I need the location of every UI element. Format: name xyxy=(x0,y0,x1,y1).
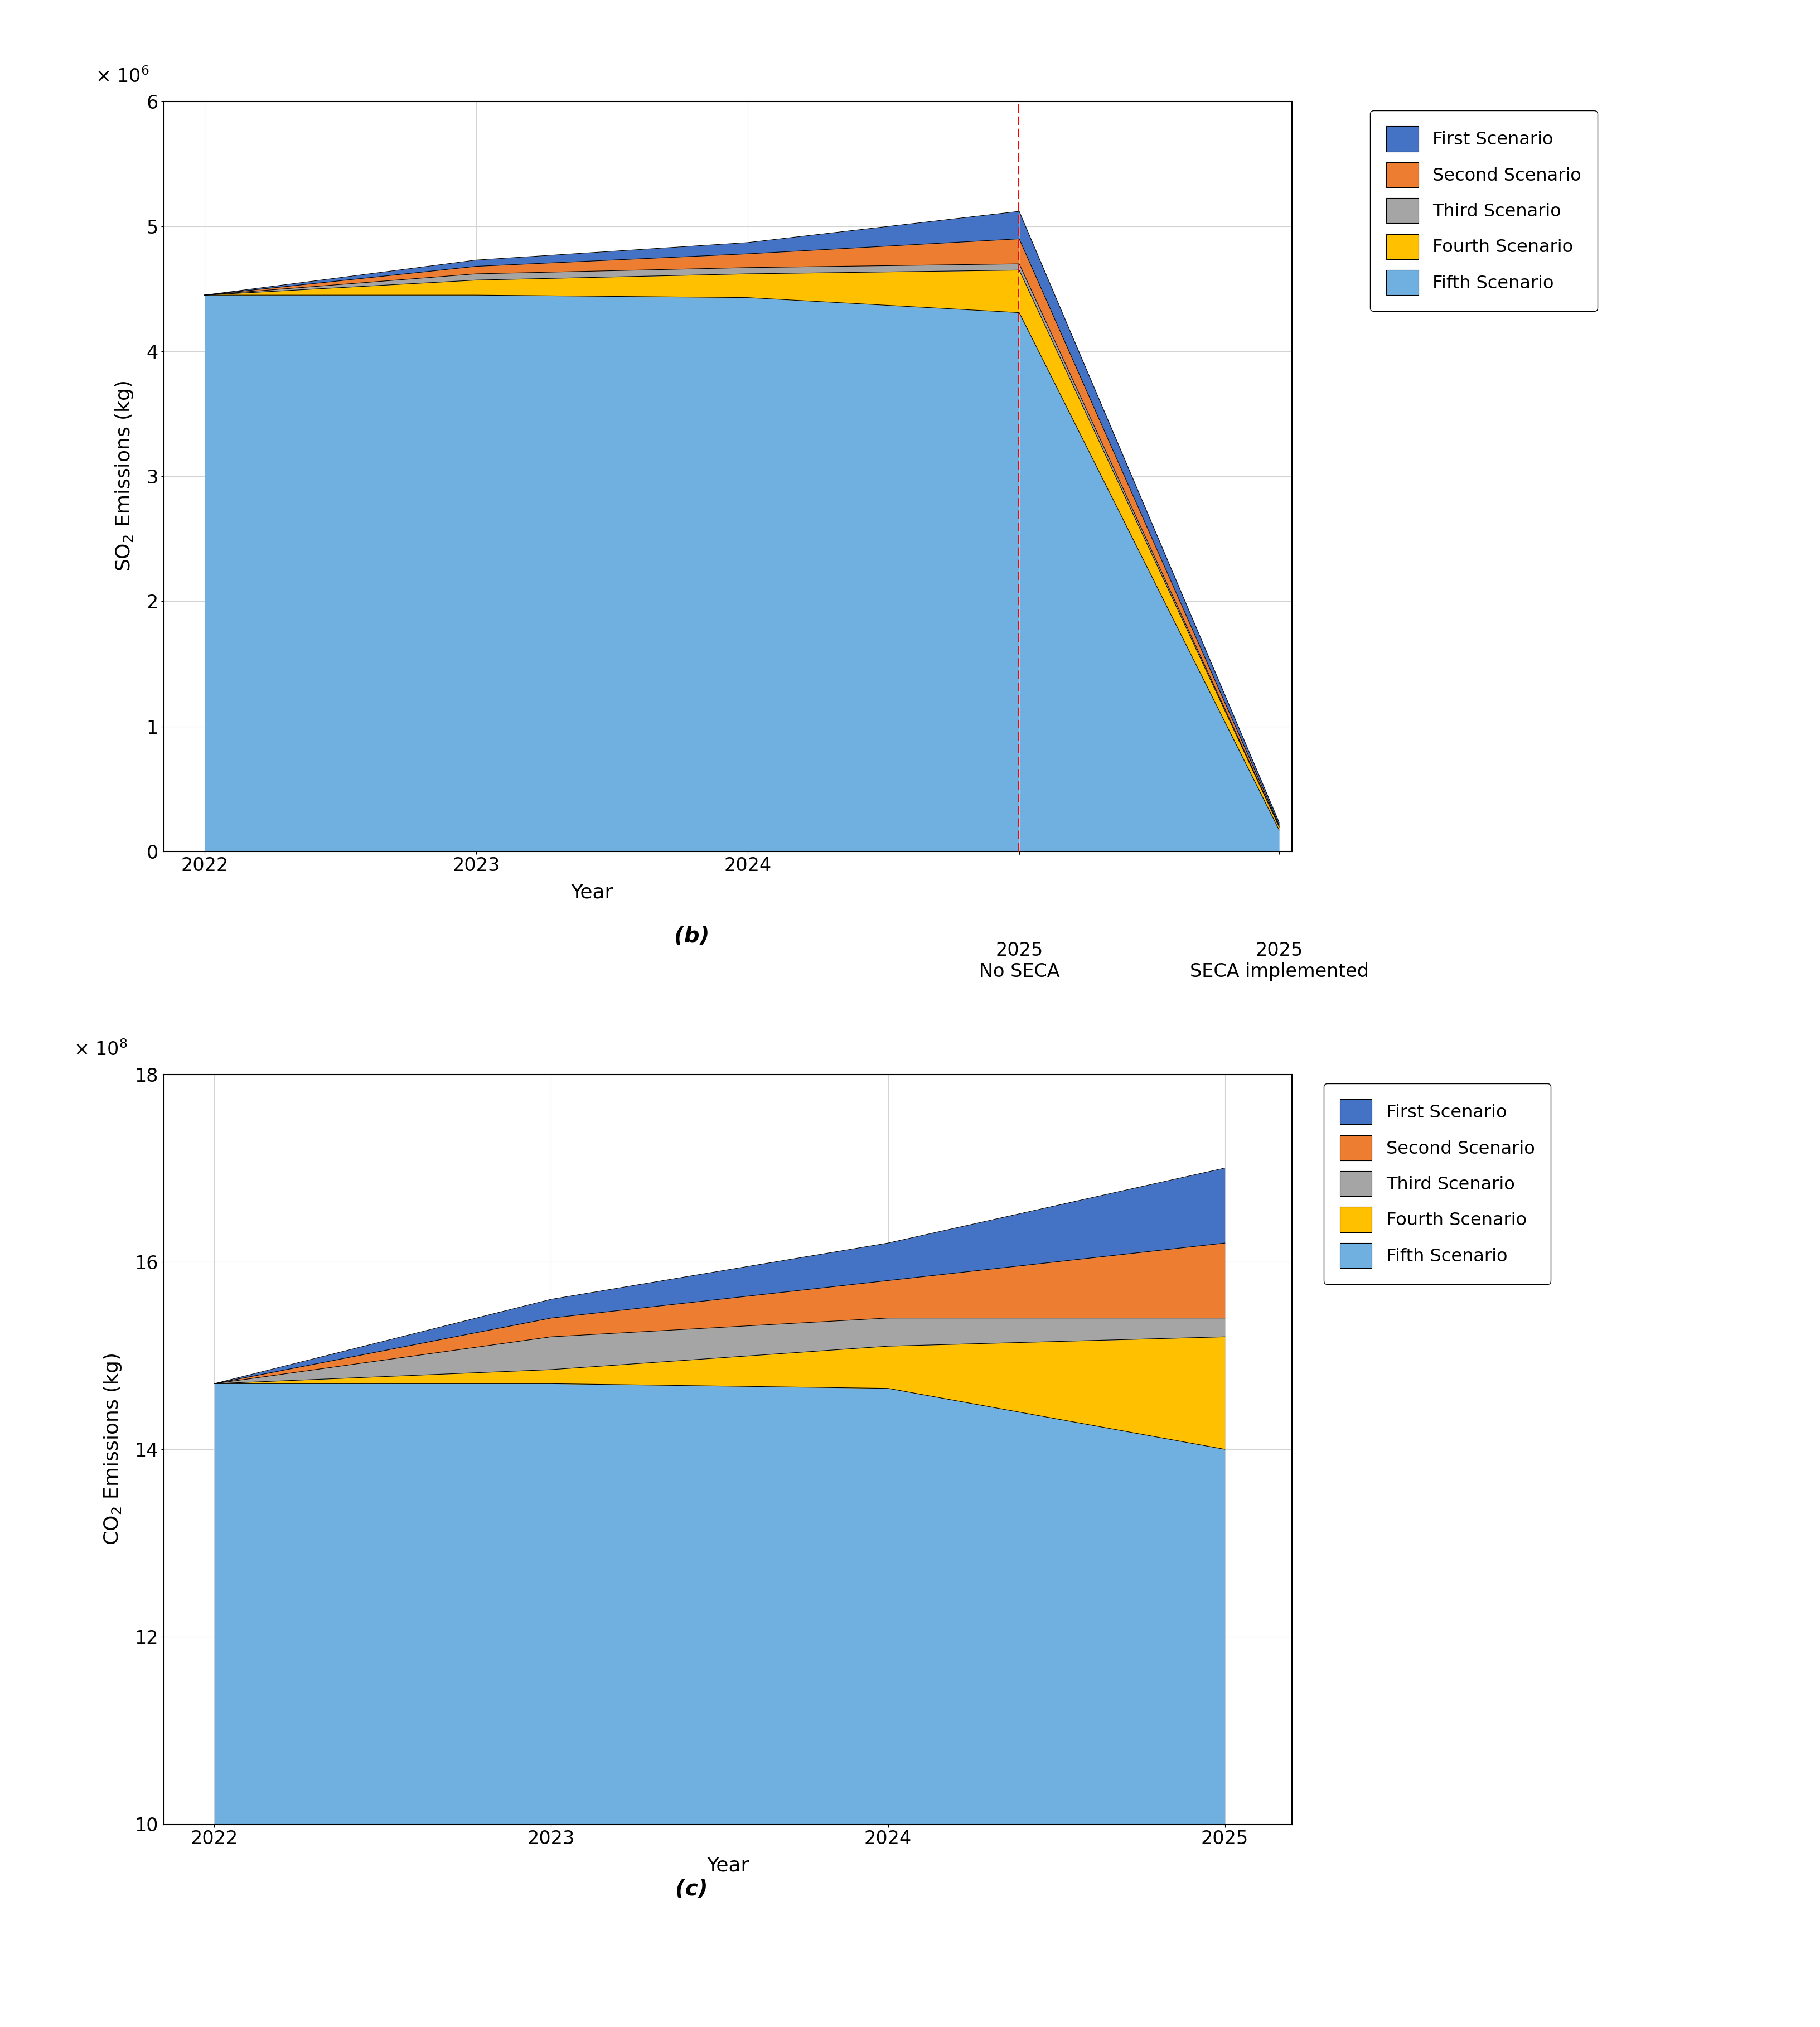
Text: 2025
SECA implemented: 2025 SECA implemented xyxy=(1190,941,1369,981)
Text: (b): (b) xyxy=(673,926,710,947)
Text: (c): (c) xyxy=(675,1879,708,1899)
Y-axis label: CO$_2$ Emissions (kg): CO$_2$ Emissions (kg) xyxy=(102,1354,124,1545)
Text: × 10$^6$: × 10$^6$ xyxy=(95,67,149,87)
Legend: First Scenario, Second Scenario, Third Scenario, Fourth Scenario, Fifth Scenario: First Scenario, Second Scenario, Third S… xyxy=(1370,109,1598,310)
X-axis label: Year: Year xyxy=(706,1857,750,1875)
Text: 2025
No SECA: 2025 No SECA xyxy=(979,941,1059,981)
Text: × 10$^8$: × 10$^8$ xyxy=(73,1040,127,1060)
Y-axis label: SO$_2$ Emissions (kg): SO$_2$ Emissions (kg) xyxy=(113,381,135,572)
Legend: First Scenario, Second Scenario, Third Scenario, Fourth Scenario, Fifth Scenario: First Scenario, Second Scenario, Third S… xyxy=(1323,1082,1551,1283)
X-axis label: Year: Year xyxy=(570,884,613,902)
